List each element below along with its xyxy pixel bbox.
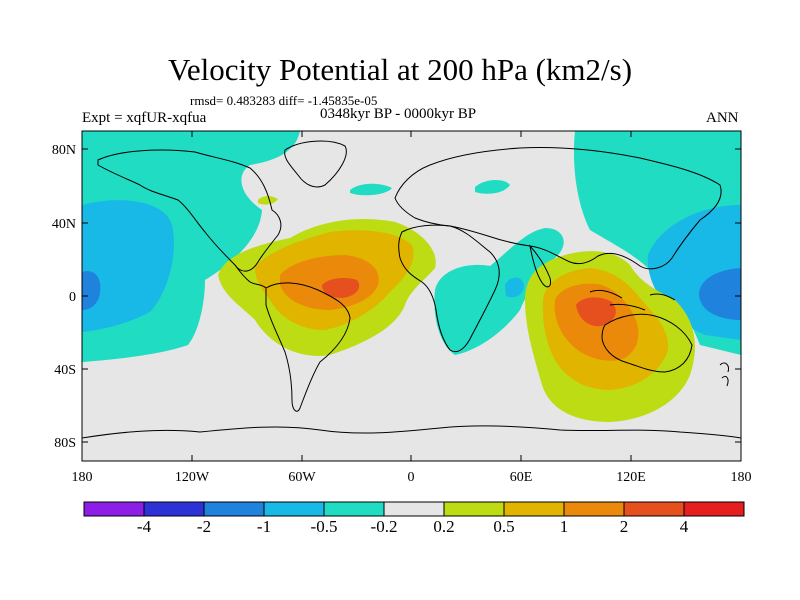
coastlines	[82, 140, 741, 439]
contour-indian-ocean-weak	[434, 228, 564, 355]
colorbar-swatch	[683, 501, 745, 517]
coastline-africa	[398, 224, 500, 353]
colorbar	[83, 501, 745, 517]
coastline-antarctica	[82, 425, 741, 439]
colorbar-swatch	[143, 501, 205, 517]
colorbar-label: 2	[619, 517, 629, 536]
coastline-greenland	[284, 140, 347, 188]
colorbar-label: -0.2	[370, 517, 398, 536]
contour-greenland-weak	[258, 196, 278, 205]
colorbar-label: 1	[559, 517, 569, 536]
coastline-europe-asia	[394, 146, 722, 270]
colorbar-label: -4	[136, 517, 152, 536]
stats-text: rmsd= 0.483283 diff= -1.45835e-05	[190, 93, 378, 108]
colorbar-label: 4	[679, 517, 689, 536]
season-label: ANN	[706, 110, 739, 126]
coastline-central-america	[234, 264, 267, 289]
coastline-india	[529, 244, 551, 288]
colorbar-label: -2	[196, 517, 212, 536]
contour-pacific-east-strong	[699, 268, 741, 320]
contour-pacific-west-mid	[82, 200, 174, 332]
x-tick-label: 60E	[510, 470, 533, 485]
x-tick-label: 180	[731, 470, 752, 485]
y-tick-label: 40N	[52, 217, 76, 232]
contour-maritime-max	[576, 297, 616, 327]
colorbar-label: -1	[256, 517, 272, 536]
contour-central-asia-weak	[475, 179, 510, 194]
coastline-south-america	[265, 282, 351, 412]
y-tick-label: 40S	[54, 363, 76, 378]
y-tick-label: 80N	[52, 143, 76, 158]
filled-contours	[82, 131, 741, 461]
contour-indian-ocean-mid	[505, 277, 524, 298]
axis-labels: 180 120W 60W 0 60E 120E 180 80N 40N 0 40…	[52, 143, 752, 485]
y-tick-label: 0	[69, 290, 76, 305]
y-tick-label: 80S	[54, 436, 76, 451]
contour-pacific-west-strong	[82, 271, 101, 310]
coastline-north-america	[97, 149, 282, 272]
coastline-indonesia	[589, 289, 676, 311]
axis-ticks	[81, 131, 742, 461]
contour-americas-max	[322, 277, 360, 298]
coastline-new-zealand	[719, 362, 729, 387]
coastline-australia	[601, 313, 693, 373]
colorbar-label: 0.5	[493, 517, 515, 536]
colorbar-swatch	[383, 501, 445, 517]
colorbar-swatch	[443, 501, 505, 517]
x-tick-label: 0	[408, 470, 415, 485]
experiment-label: Expt = xqfUR-xqfua	[82, 110, 207, 126]
x-tick-label: 120E	[616, 470, 646, 485]
x-tick-label: 60W	[288, 470, 316, 485]
x-tick-label: 180	[72, 470, 93, 485]
map-title: Velocity Potential at 200 hPa (km2/s)	[167, 52, 633, 87]
colorbar-label: -0.5	[310, 517, 338, 536]
colorbar-swatch	[623, 501, 685, 517]
colorbar-swatch	[323, 501, 385, 517]
colorbar-swatch	[203, 501, 265, 517]
colorbar-swatch	[263, 501, 325, 517]
colorbar-swatch	[503, 501, 565, 517]
contour-atlantic-north-weak	[350, 183, 392, 196]
x-tick-label: 120W	[175, 470, 210, 485]
colorbar-label: 0.2	[433, 517, 455, 536]
period-label: 0348kyr BP - 0000kyr BP	[320, 106, 477, 122]
colorbar-swatch	[563, 501, 625, 517]
colorbar-swatch	[83, 501, 145, 517]
